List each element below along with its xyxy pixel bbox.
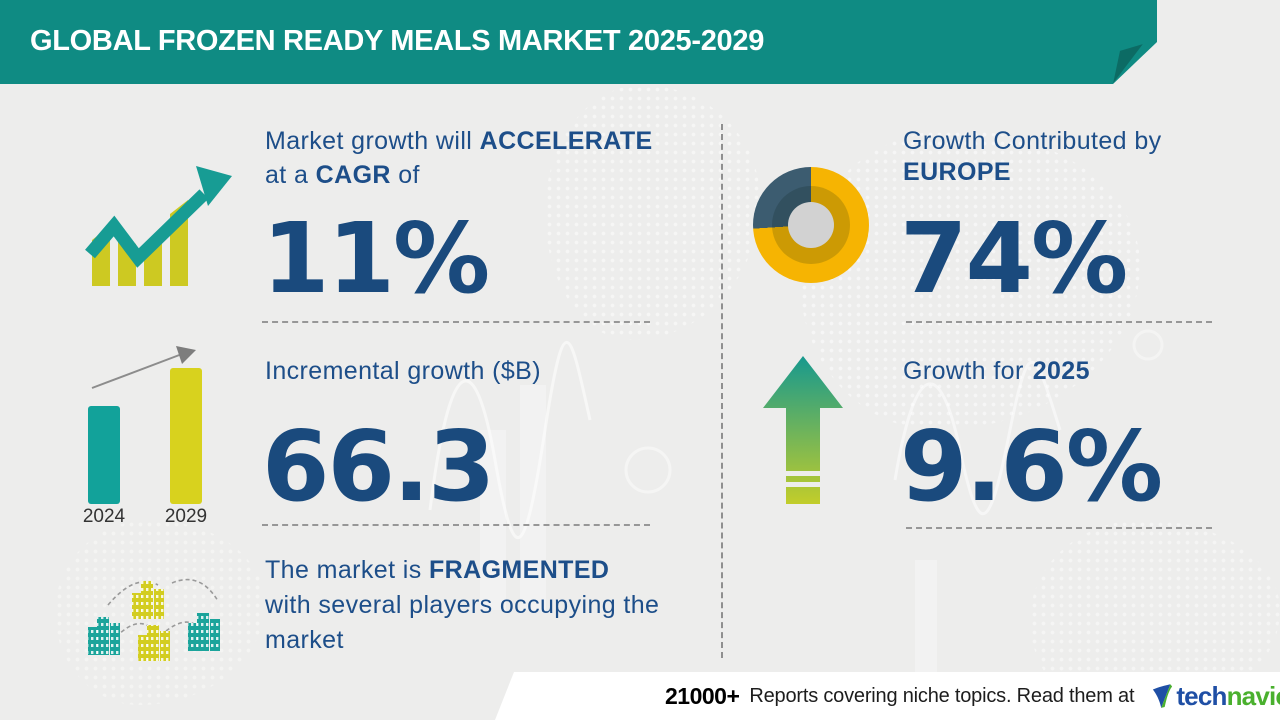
growth-2025-value: 9.6%: [900, 410, 1163, 523]
teal-building-cluster: [88, 617, 120, 655]
reports-count: 21000+: [665, 682, 740, 709]
region-share-value: 74%: [900, 202, 1128, 315]
teal-building-cluster: [188, 613, 220, 651]
cagr-caption-line2: at a CAGR of: [265, 161, 420, 190]
page-title: GLOBAL FROZEN READY MEALS MARKET 2025-20…: [30, 25, 765, 57]
yellow-building-cluster: [138, 625, 170, 661]
bar-year-2024: 2024: [83, 506, 126, 526]
growth-2025-year: 2025: [1032, 357, 1090, 385]
fragmentation-fragmented: FRAGMENTED: [428, 556, 610, 584]
bar-year-2029: 2029: [165, 506, 207, 526]
region-caption-line1: Growth Contributed by: [903, 127, 1162, 155]
technavio-logo: technavio™: [1152, 681, 1280, 712]
title-banner: GLOBAL FROZEN READY MEALS MARKET 2025-20…: [0, 0, 1157, 84]
yellow-building-cluster: [132, 581, 164, 619]
growth-2025-caption: Growth for 2025: [903, 357, 1090, 386]
cagr-caption-text3: of: [390, 161, 420, 189]
footer-bar: 21000+ Reports covering niche topics. Re…: [495, 672, 1280, 720]
fragmented-market-buildings-icon: [88, 578, 220, 661]
brand-navio: navio: [1226, 680, 1280, 711]
incremental-growth-bars-icon: 2024 2029: [83, 346, 207, 526]
cagr-caption-line1: Market growth will ACCELERATE: [265, 127, 653, 156]
technavio-wordmark: technavio™: [1176, 681, 1280, 712]
cagr-caption-text2: at a: [265, 161, 316, 189]
footer-message: Reports covering niche topics. Read them…: [749, 684, 1135, 707]
fragmentation-line1: The market is FRAGMENTED: [265, 556, 609, 585]
cagr-caption-text: Market growth will: [265, 127, 480, 155]
fragmentation-line2: with several players occupying the: [265, 591, 660, 619]
separator-dashed: [262, 321, 650, 323]
separator-dashed: [906, 527, 1212, 529]
europe-share-donut-chart: [753, 167, 869, 283]
column-divider-dashed: [721, 124, 723, 658]
region-name: EUROPE: [903, 158, 1011, 186]
growth-trend-arrow-icon: [85, 166, 232, 286]
cagr-caption-cagr: CAGR: [315, 161, 391, 189]
donut-center-hole: [788, 202, 834, 248]
incremental-growth-value: 66.3: [262, 410, 495, 523]
separator-dashed: [262, 524, 650, 526]
fragmentation-line3: market: [265, 626, 344, 654]
growth-2025-text: Growth for: [903, 357, 1024, 385]
cagr-caption-accelerate: ACCELERATE: [479, 127, 653, 155]
brand-tech: tech: [1176, 680, 1227, 711]
growth-up-arrow-icon: [763, 356, 843, 504]
cagr-value: 11%: [262, 202, 490, 315]
technavio-sail-icon: [1153, 683, 1173, 708]
region-caption-line2: EUROPE: [903, 158, 1011, 187]
fragmentation-text: The market is: [265, 556, 429, 584]
incremental-growth-caption: Incremental growth ($B): [265, 357, 541, 385]
separator-dashed: [906, 321, 1212, 323]
